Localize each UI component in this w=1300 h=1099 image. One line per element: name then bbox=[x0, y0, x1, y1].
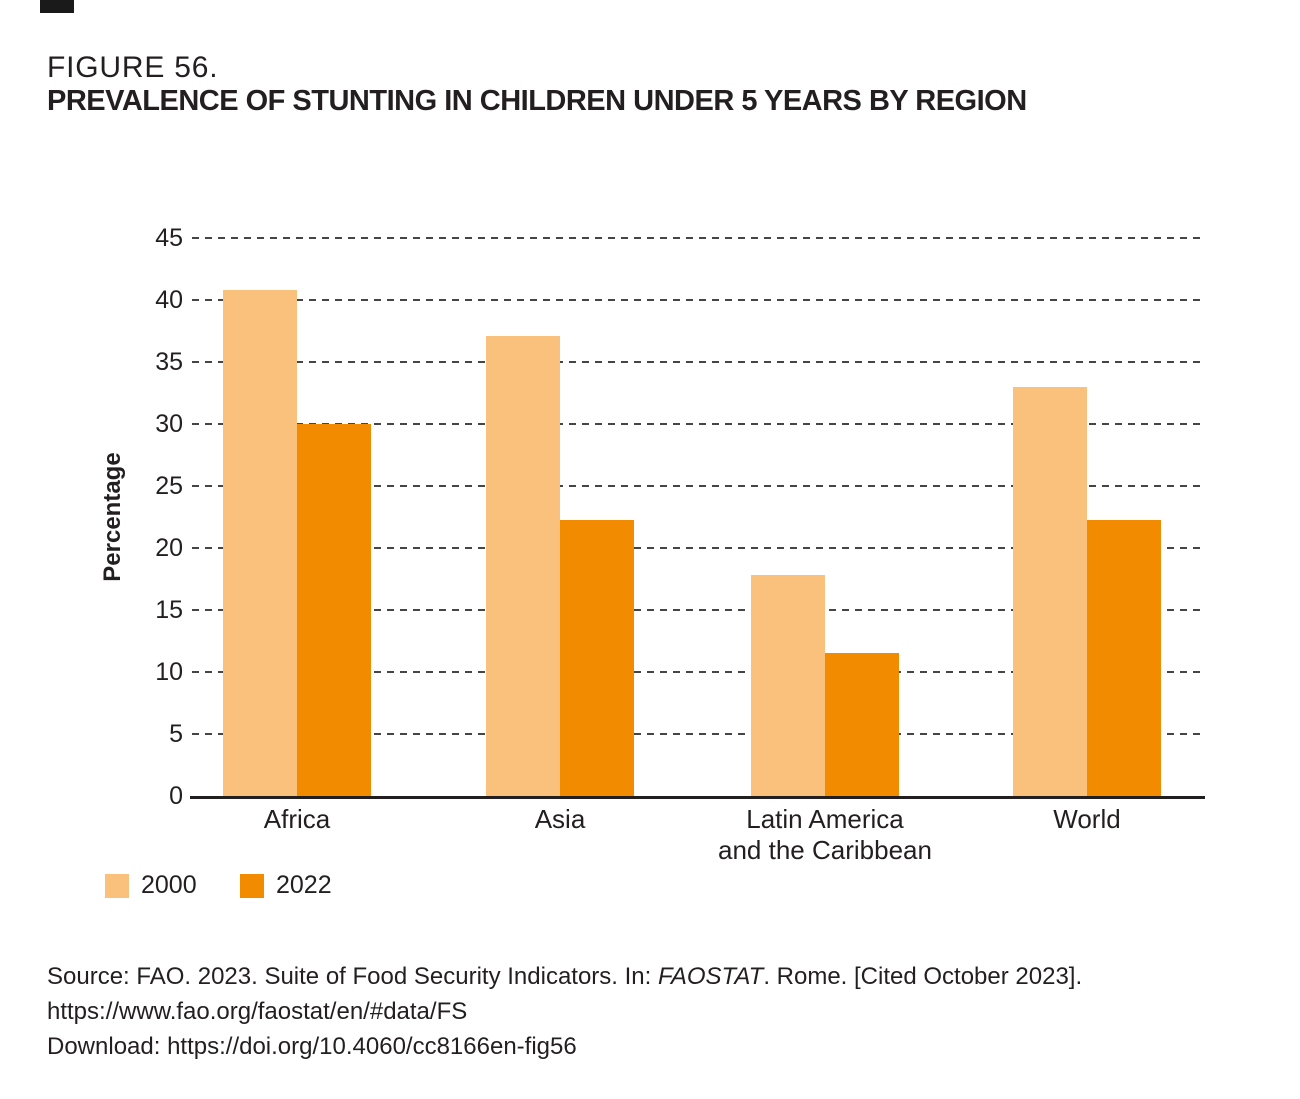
legend-item-2022: 2022 bbox=[240, 871, 332, 900]
bar-2000-asia bbox=[486, 336, 560, 796]
source-block: Source: FAO. 2023. Suite of Food Securit… bbox=[47, 959, 1082, 1064]
source-italic-faostat: FAOSTAT bbox=[657, 963, 764, 990]
y-tick-45: 45 bbox=[155, 224, 183, 252]
source-text: Source: FAO. 2023. Suite of Food Securit… bbox=[47, 963, 658, 990]
x-label-latin-america-and-the-caribbean: Latin America and the Caribbean bbox=[718, 804, 932, 865]
bar-2000-world bbox=[1013, 386, 1087, 796]
figure-tab-marker bbox=[40, 0, 74, 13]
legend-label-2022: 2022 bbox=[276, 871, 332, 899]
bar-2022-asia bbox=[560, 519, 634, 796]
source-line-1: Source: FAO. 2023. Suite of Food Securit… bbox=[47, 959, 1082, 994]
legend-label-2000: 2000 bbox=[141, 871, 197, 899]
x-label-asia: Asia bbox=[534, 804, 586, 834]
y-tick-0: 0 bbox=[169, 782, 183, 810]
legend-swatch-2000 bbox=[105, 873, 129, 898]
legend-swatch-2022 bbox=[240, 873, 264, 898]
gridline-30 bbox=[192, 423, 1205, 425]
y-tick-5: 5 bbox=[169, 720, 183, 748]
gridline-35 bbox=[192, 361, 1205, 363]
y-tick-35: 35 bbox=[155, 348, 183, 376]
bar-2000-latin-america-and-the-caribbean bbox=[751, 575, 825, 796]
gridline-20 bbox=[192, 547, 1205, 549]
source-line-3: Download: https://doi.org/10.4060/cc8166… bbox=[47, 1033, 577, 1060]
y-tick-10: 10 bbox=[155, 658, 183, 686]
bar-2000-africa bbox=[223, 290, 297, 796]
y-tick-25: 25 bbox=[155, 472, 183, 500]
x-label-world: World bbox=[1053, 804, 1121, 834]
y-tick-30: 30 bbox=[155, 410, 183, 438]
y-tick-15: 15 bbox=[155, 596, 183, 624]
bar-2022-latin-america-and-the-caribbean bbox=[825, 653, 899, 796]
gridline-10 bbox=[192, 671, 1205, 673]
y-tick-20: 20 bbox=[155, 534, 183, 562]
legend-item-2000: 2000 bbox=[105, 871, 197, 900]
figure-title: PREVALENCE OF STUNTING IN CHILDREN UNDER… bbox=[47, 85, 1027, 117]
plot-area bbox=[190, 237, 1205, 799]
x-label-africa: Africa bbox=[263, 804, 331, 834]
bar-2022-world bbox=[1087, 519, 1161, 796]
figure-number: FIGURE 56. bbox=[47, 51, 219, 84]
source-text: . Rome. [Cited October 2023]. bbox=[763, 963, 1083, 990]
gridline-25 bbox=[192, 485, 1205, 487]
bar-2022-africa bbox=[297, 424, 371, 796]
gridline-5 bbox=[192, 733, 1205, 735]
y-tick-40: 40 bbox=[155, 286, 183, 314]
gridline-45 bbox=[192, 237, 1205, 239]
source-line-2: https://www.fao.org/faostat/en/#data/FS bbox=[47, 998, 468, 1025]
gridline-40 bbox=[192, 299, 1205, 301]
y-axis-label: Percentage bbox=[99, 452, 126, 582]
gridline-15 bbox=[192, 609, 1205, 611]
